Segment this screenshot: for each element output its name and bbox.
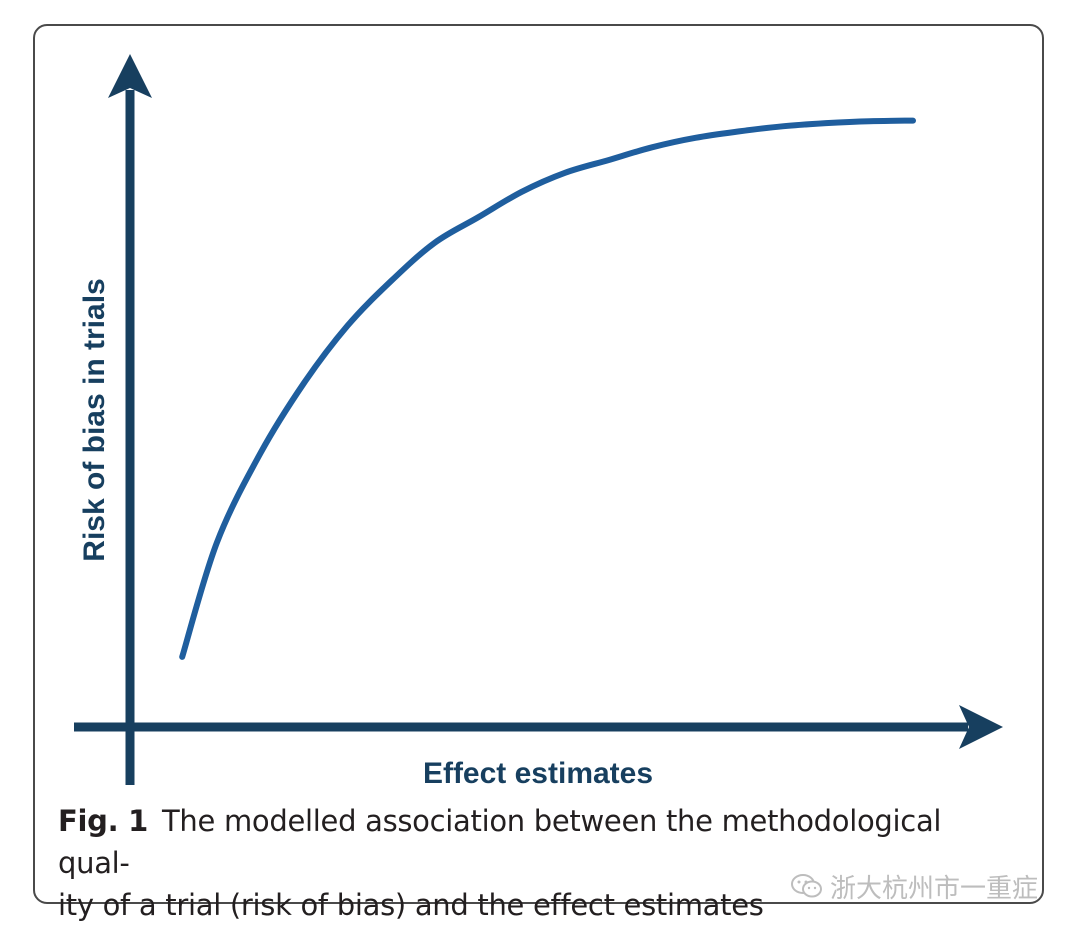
x-axis-label: Effect estimates — [423, 757, 653, 790]
chart: Effect estimates Risk of bias in trials — [74, 54, 1003, 790]
figure-frame — [33, 24, 1044, 904]
x-axis-arrow — [959, 705, 1003, 749]
caption-figure-label: Fig. 1 — [58, 804, 149, 838]
y-axis-arrow — [108, 54, 152, 98]
caption-text-line2: ity of a trial (risk of bias) and the ef… — [58, 888, 764, 922]
caption-text-line1: The modelled association between the met… — [58, 804, 942, 880]
y-axis-label: Risk of bias in trials — [78, 278, 111, 561]
wechat-icon — [791, 874, 822, 898]
watermark-text: 浙大杭州市一重症 — [830, 873, 1039, 904]
axes — [74, 54, 1003, 785]
series-line — [179, 117, 916, 660]
figure-caption: Fig. 1 The modelled association between t… — [58, 800, 1008, 926]
watermark: 浙大杭州市一重症 — [790, 868, 1038, 904]
